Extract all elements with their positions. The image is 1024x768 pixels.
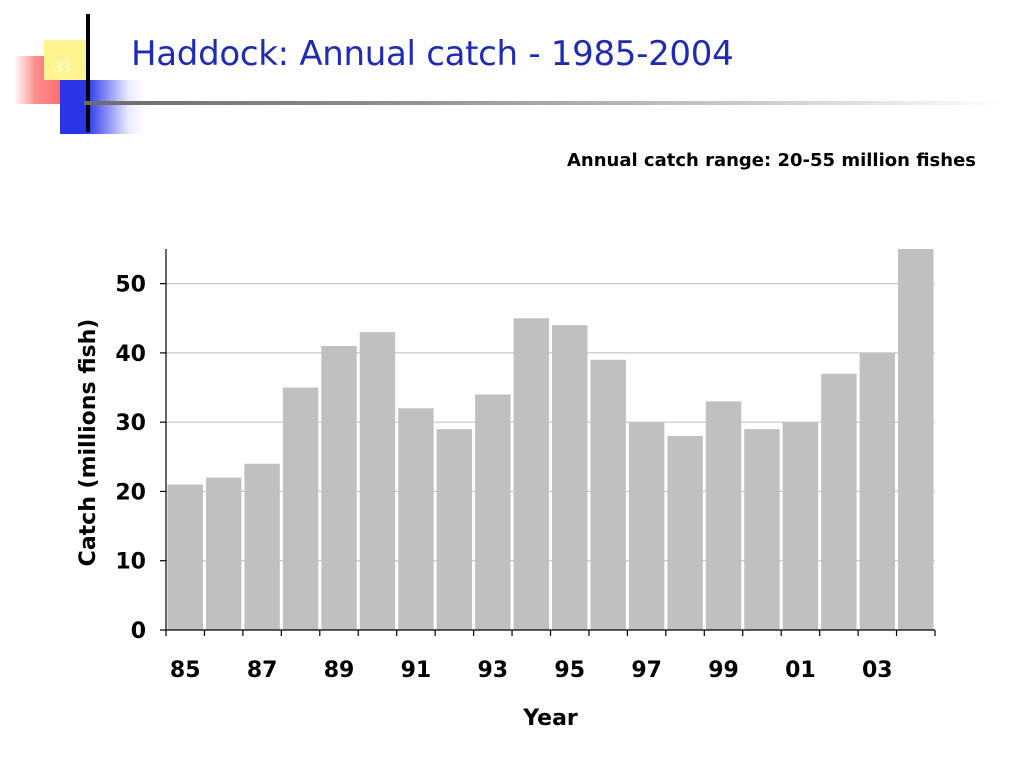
x-tick-label: 89 [324,658,355,683]
bar-95 [552,325,588,630]
x-tick-label: 97 [631,658,662,683]
y-tick-label: 0 [131,619,146,644]
bar-89 [321,345,357,630]
bar-97 [628,422,665,630]
x-tick-label: 93 [478,658,509,683]
bar-96 [590,359,626,630]
bar-93 [475,394,511,630]
x-tick-label: 91 [401,658,432,683]
y-axis-title: Catch (millions fish) [76,319,101,567]
decor-horizontal-line [84,101,1004,105]
bar-03 [859,352,896,630]
bar-88 [282,387,319,630]
y-tick-label: 40 [115,342,146,367]
y-tick-label: 30 [115,411,146,436]
bar-00 [744,429,780,630]
decor-vertical-line [86,14,90,132]
decor-blue-fade [90,80,145,134]
y-tick-label: 10 [115,550,146,575]
bar-87 [244,463,280,630]
decor-blue-block [60,80,90,134]
x-tick-label: 85 [170,658,201,683]
x-tick-label: 87 [247,658,278,683]
bar-01 [782,422,819,630]
bar-99 [705,401,742,630]
bar-04 [898,249,934,630]
bar-91 [398,408,434,630]
x-tick-label: 03 [862,658,893,683]
bar-02 [821,373,857,630]
x-tick-label: 95 [554,658,585,683]
x-axis-title: Year [522,706,578,731]
y-tick-label: 20 [115,480,146,505]
slide-title: Haddock: Annual catch - 1985-2004 [131,34,734,74]
bar-92 [436,429,473,630]
bar-86 [205,477,242,630]
bar-90 [359,332,396,630]
y-tick-label: 50 [115,273,146,298]
bar-85 [167,484,203,630]
bar-94 [513,318,549,630]
chart-subtitle: Annual catch range: 20-55 million fishes [566,150,976,171]
x-tick-label: 01 [785,658,816,683]
slide-number: 33 [54,59,70,76]
decor-yellow-block [44,40,88,80]
x-tick-label: 99 [708,658,739,683]
bar-98 [667,436,703,630]
